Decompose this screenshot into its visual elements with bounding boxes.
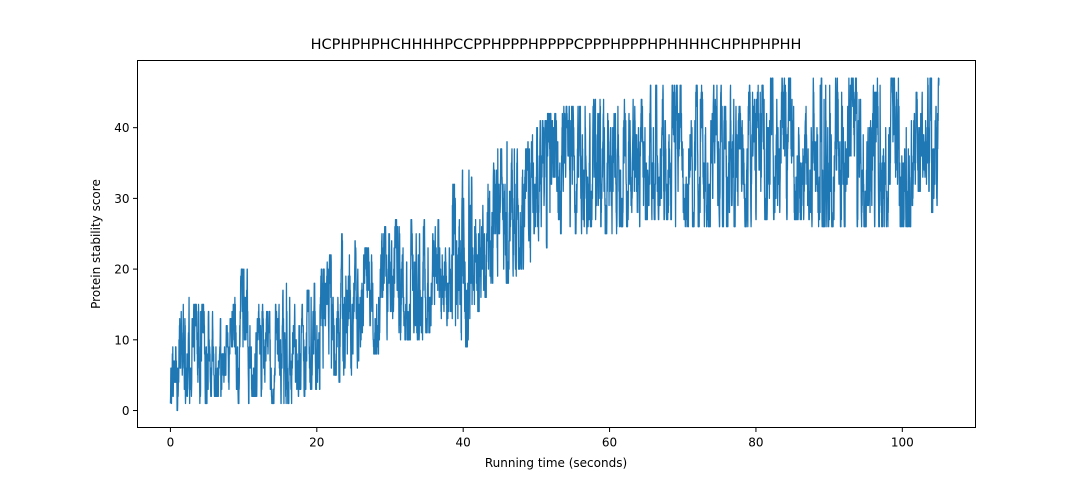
- x-tick-label: 100: [891, 436, 914, 450]
- ticks-layer: 0 20 40 60 80 100 0 10 20 30 40: [114, 121, 914, 449]
- series-line: [169, 77, 940, 412]
- x-tick-label: 40: [456, 436, 471, 450]
- y-tick-label: 0: [122, 404, 130, 418]
- x-tick-label: 20: [309, 436, 324, 450]
- x-axis-title: Running time (seconds): [485, 456, 627, 470]
- plot-frame: [137, 60, 976, 428]
- x-tick-label: 0: [167, 436, 175, 450]
- x-tick-label: 60: [602, 436, 617, 450]
- chart-title: HCPHPHPHCHHHHPCCPPHPPPHPPPPCPPPHPPPHPHHH…: [311, 37, 802, 53]
- series-layer: [169, 77, 940, 412]
- y-tick-label: 30: [114, 192, 129, 206]
- y-tick-label: 40: [114, 121, 129, 135]
- y-tick-label: 20: [114, 263, 129, 277]
- x-tick-label: 80: [748, 436, 763, 450]
- y-axis-title: Protein stability score: [89, 179, 103, 309]
- y-tick-label: 10: [114, 333, 129, 347]
